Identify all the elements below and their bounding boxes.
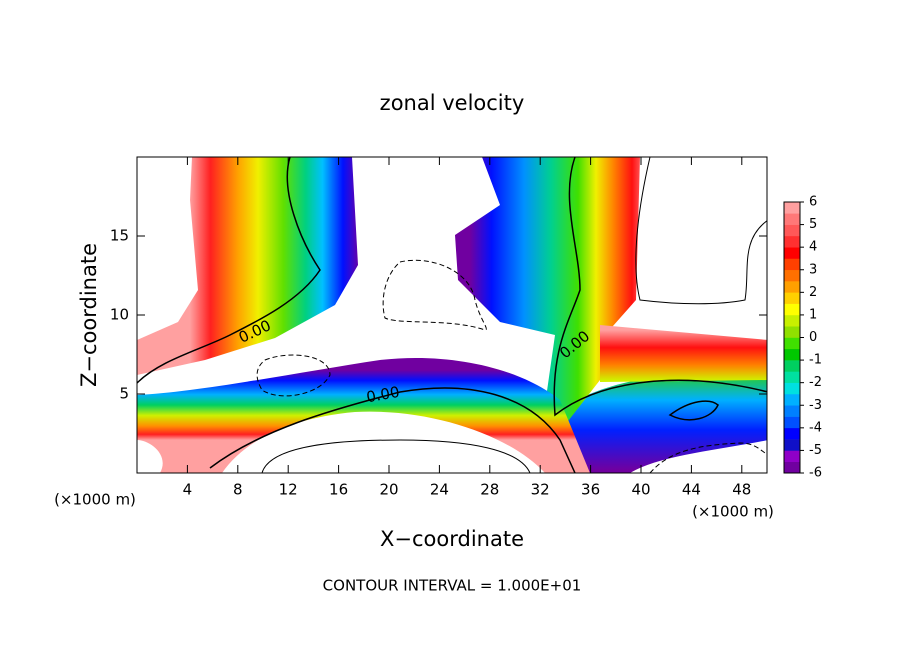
colorbar-band <box>784 405 800 417</box>
field-shape <box>137 157 358 375</box>
colorbar-band <box>784 269 800 282</box>
colorbar-band <box>784 450 800 463</box>
x-tick-label: 36 <box>581 481 600 499</box>
contour-line <box>382 259 487 331</box>
field-shape <box>600 325 767 382</box>
colorbar-tick-label: -6 <box>809 466 822 481</box>
colorbar-tick-label: -5 <box>809 443 822 458</box>
contour-label: 0.00 <box>365 383 401 407</box>
colorbar-tick-label: 3 <box>809 262 817 277</box>
colorbar-band <box>784 416 800 429</box>
contour-line <box>209 387 576 473</box>
colorbar-band <box>784 382 800 395</box>
colorbar-tick-label: -4 <box>809 420 822 435</box>
colorbar-tick-label: 1 <box>809 307 817 322</box>
colorbar-band <box>784 326 800 338</box>
colorbar-tick-label: 0 <box>809 330 817 345</box>
colorbar-tick-label: -1 <box>809 353 822 368</box>
x-tick-label: 12 <box>279 481 298 499</box>
colorbar-band <box>784 348 800 361</box>
colorbar-tick-label: 5 <box>809 217 817 232</box>
colorbar-band <box>784 314 800 327</box>
contour-field <box>137 157 767 473</box>
colorbar-band <box>784 281 800 293</box>
colorbar-band <box>784 337 800 350</box>
colorbar-tick-label: -3 <box>809 398 822 413</box>
field-shape <box>455 157 640 425</box>
colorbar-band <box>784 427 800 440</box>
contour-line <box>635 157 767 305</box>
x-tick-label: 24 <box>430 481 449 499</box>
x-tick-label: 40 <box>631 481 650 499</box>
field-shape <box>137 357 590 473</box>
x-tick-label: 28 <box>480 481 499 499</box>
contour-line <box>553 157 767 417</box>
colorbar-band <box>784 461 800 474</box>
x-tick-label: 32 <box>531 481 550 499</box>
x-tick-label: 20 <box>379 481 398 499</box>
x-tick-label: 44 <box>682 481 701 499</box>
colorbar-band <box>784 247 800 259</box>
x-tick-label: 16 <box>329 481 348 499</box>
colorbar-tick-label: -2 <box>809 375 822 390</box>
colorbar-band <box>784 213 800 225</box>
footnote: CONTOUR INTERVAL = 1.000E+01 <box>323 577 582 595</box>
contour-line <box>649 442 767 473</box>
colorbar-band <box>784 371 800 383</box>
colorbar-band <box>784 303 800 316</box>
y-tick-label: 5 <box>119 385 129 403</box>
colorbar-tick-label: 4 <box>809 240 817 255</box>
contour-line <box>256 354 331 397</box>
colorbar-tick-label: 6 <box>809 195 817 210</box>
y-tick-label: 15 <box>110 227 129 245</box>
chart-title: zonal velocity <box>380 91 525 115</box>
colorbar-band <box>784 292 800 304</box>
x-tick-label: 4 <box>183 481 193 499</box>
y-tick-label: 10 <box>110 306 129 324</box>
colorbar-band <box>784 235 800 248</box>
colorbar-tick-label: 2 <box>809 285 817 300</box>
colorbar-band <box>784 360 800 372</box>
contour-line <box>137 157 321 384</box>
colorbar-band <box>784 439 800 451</box>
colorbar-band <box>784 258 800 271</box>
y-axis-label: Z−coordinate <box>77 243 101 387</box>
x-tick-label: 48 <box>732 481 751 499</box>
y-unit-label: (×1000 m) <box>54 491 136 509</box>
x-tick-label: 8 <box>233 481 243 499</box>
field-shape <box>560 371 767 473</box>
contour-line <box>668 400 719 421</box>
contour-line <box>261 439 531 473</box>
x-unit-label: (×1000 m) <box>692 503 774 521</box>
colorbar-band <box>784 224 800 237</box>
colorbar-band <box>784 393 800 406</box>
x-axis-label: X−coordinate <box>380 527 524 551</box>
colorbar-band <box>784 202 800 214</box>
